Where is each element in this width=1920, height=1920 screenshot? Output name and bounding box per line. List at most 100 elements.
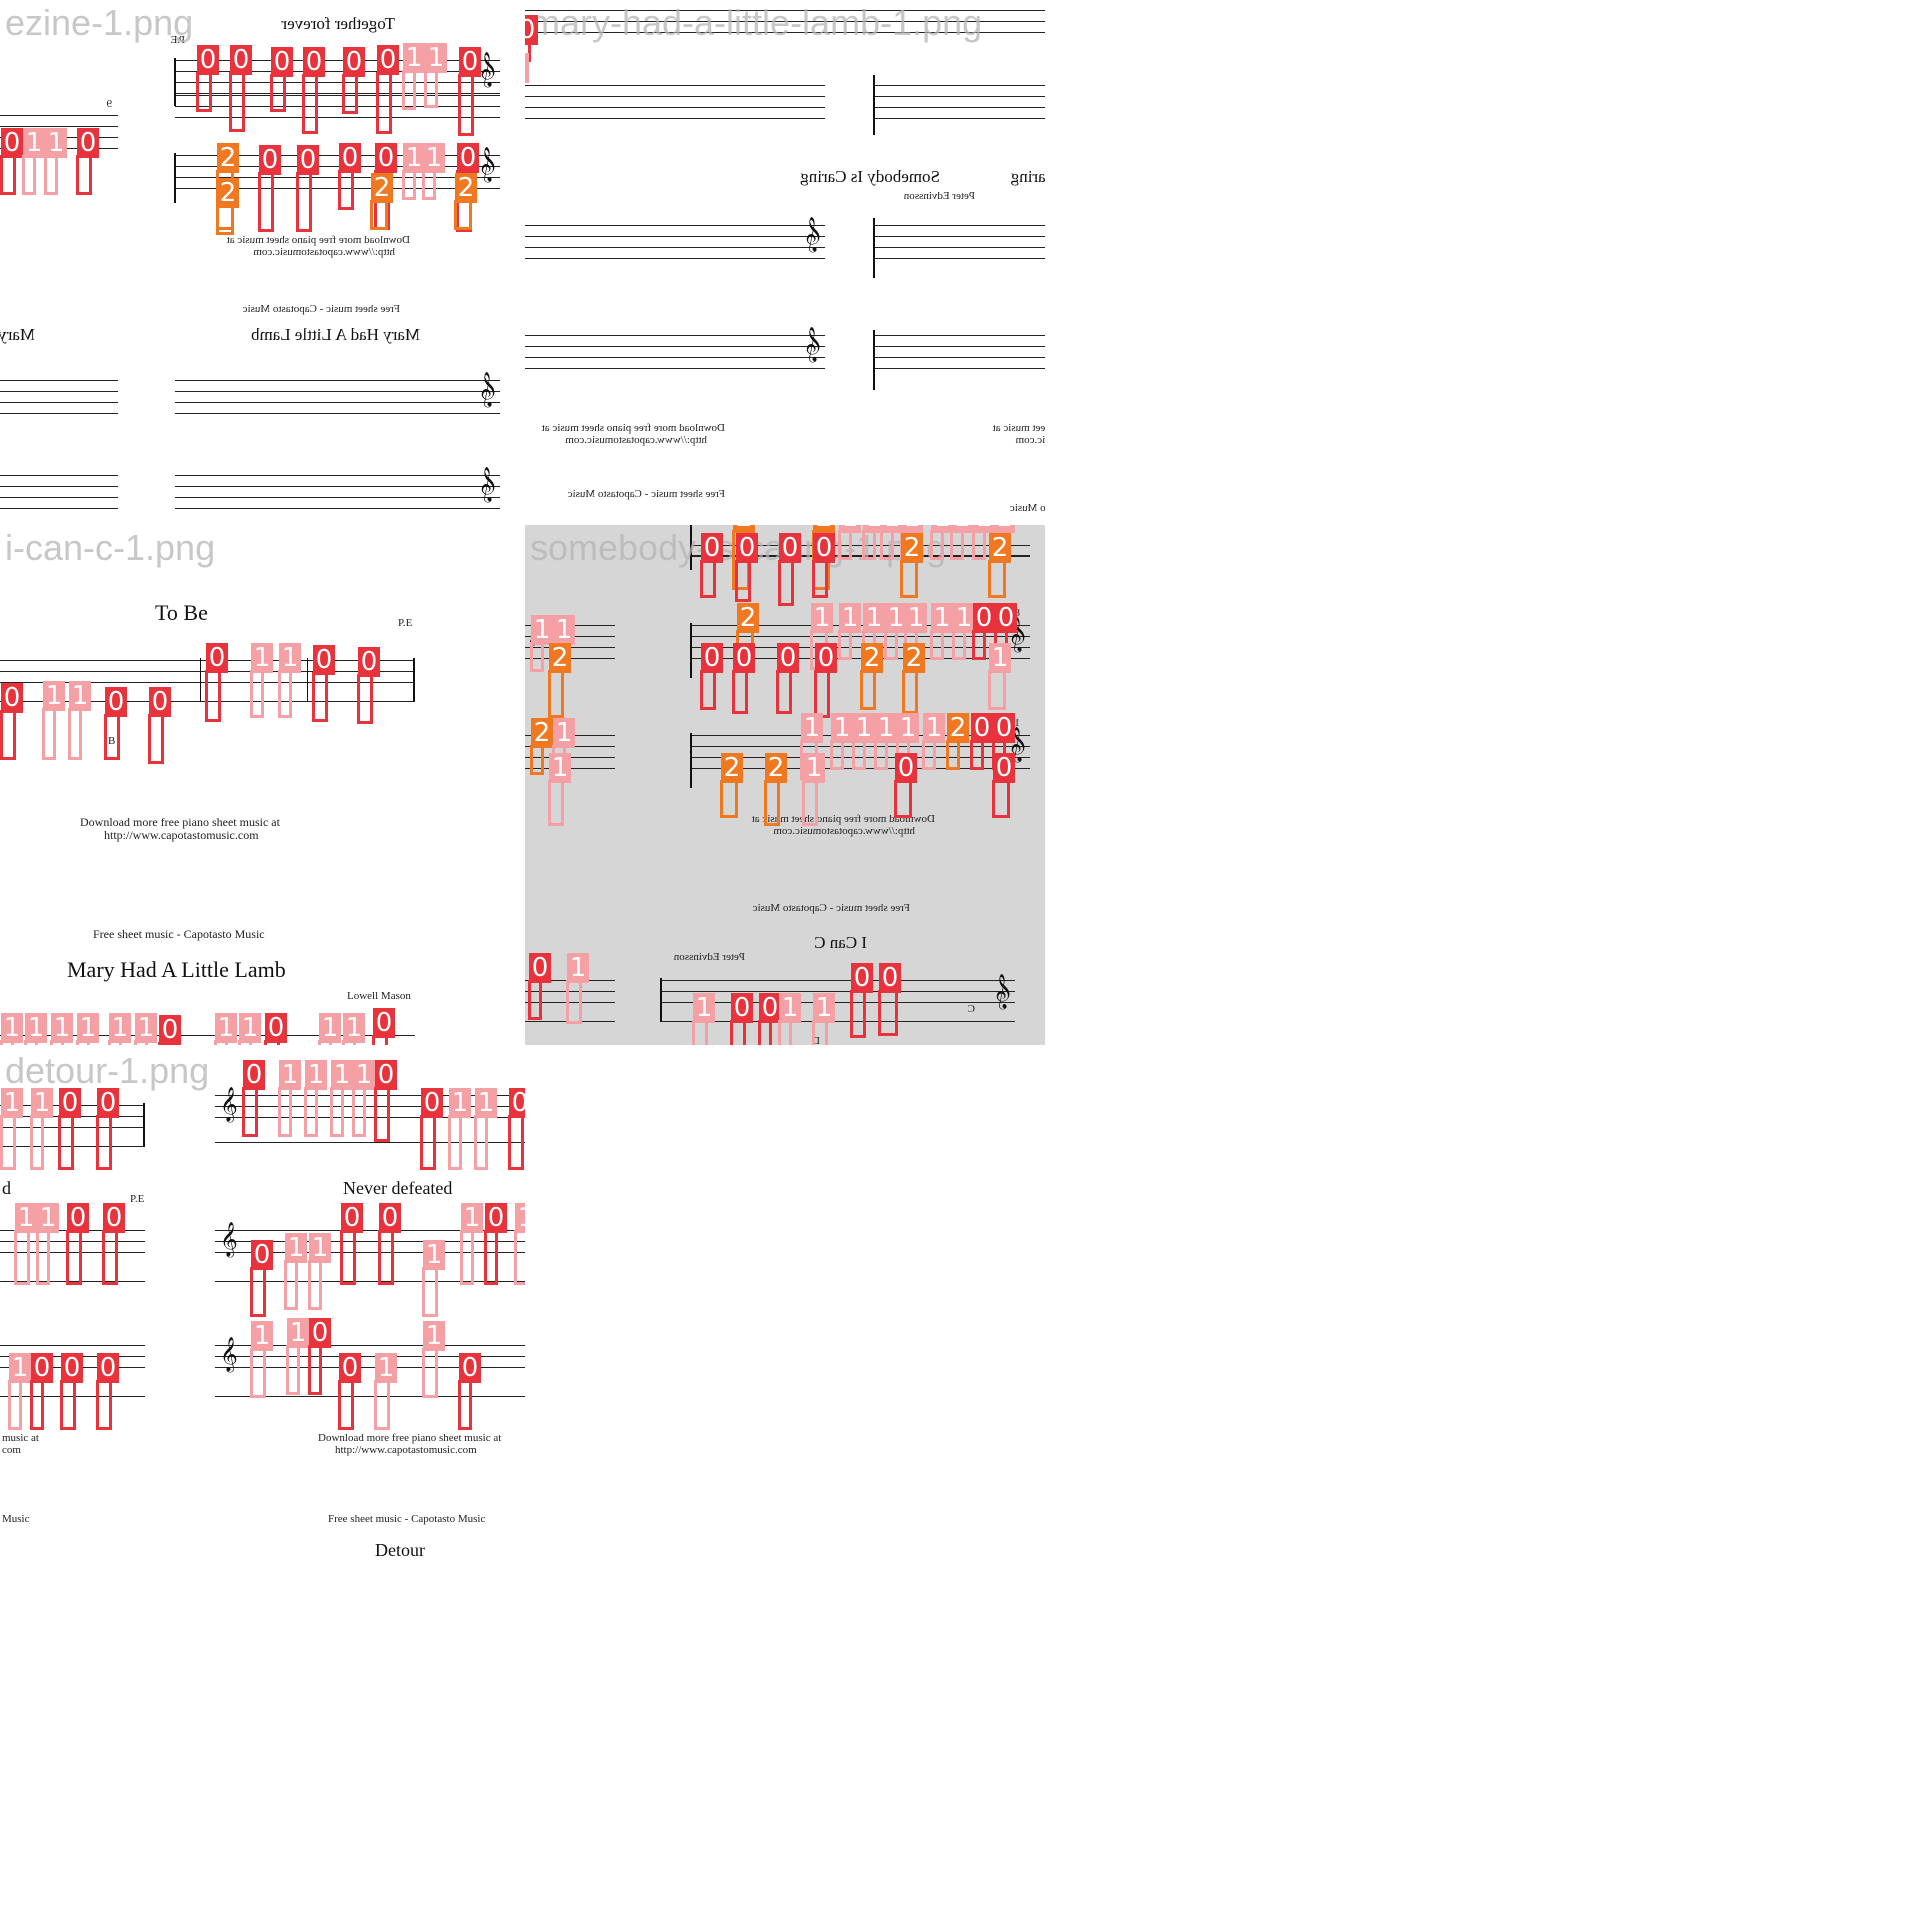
detection-box-label: 0 <box>97 1353 119 1383</box>
detection-box-class-1: 1 <box>422 143 445 200</box>
detection-box-class-0: 0 <box>372 1008 395 1045</box>
detection-box-label: 1 <box>989 643 1011 673</box>
staff <box>175 475 500 509</box>
detection-box-label: 0 <box>31 1353 53 1383</box>
detection-box-class-1: 1 <box>880 525 903 560</box>
detection-box-class-0: 0 <box>700 643 723 710</box>
detection-box-label: 0 <box>159 1015 181 1045</box>
detection-box-class-0: 0 <box>420 1088 443 1170</box>
detection-box-label: 1 <box>779 993 801 1023</box>
detection-box-label: 1 <box>23 128 45 158</box>
detection-box-label: 0 <box>339 143 361 173</box>
detection-box-label: 0 <box>97 1088 119 1118</box>
detection-box-label: 0 <box>303 47 325 77</box>
detection-box-class-1: 1 <box>42 681 65 760</box>
detection-box-label: 1 <box>285 1233 307 1263</box>
detection-box-class-0: 0 <box>776 643 799 714</box>
detection-box-class-0: 0 <box>96 1088 119 1170</box>
detection-box-label: 0 <box>993 753 1015 783</box>
detection-box-label: 2 <box>989 533 1011 563</box>
mirrored-sheet: Together forever P.E 𝄞 𝄞 Download more f… <box>0 0 520 525</box>
detection-box-class-0: 0 <box>338 1353 361 1430</box>
detection-box-class-1: 1 <box>424 43 447 108</box>
detection-box-class-0: 0 <box>970 713 993 770</box>
detection-box-class-0: 0 <box>76 128 99 195</box>
detection-box-label: 0 <box>733 643 755 673</box>
detection-box-label: 1 <box>567 953 589 983</box>
staff <box>525 10 1045 25</box>
barline <box>690 733 692 788</box>
detection-box-label: 0 <box>993 713 1015 743</box>
detection-box-class-1: 1 <box>862 525 885 560</box>
footer-free: Free sheet music - Capotasto Music <box>567 488 725 500</box>
detection-box-class-1: 1 <box>778 993 801 1045</box>
detection-box-label: 1 <box>319 1013 341 1043</box>
detection-box-class-0: 0 <box>730 993 753 1045</box>
footer-free: Free sheet music - Capotasto Music <box>752 902 910 914</box>
detection-box-class-1: 1 <box>830 713 853 770</box>
detection-box-class-0: 0 <box>242 1060 265 1137</box>
detection-box-label: 0 <box>813 533 835 563</box>
detection-box-label: 1 <box>853 713 875 743</box>
detection-box-label: 1 <box>309 1233 331 1263</box>
detection-box-class-1: 1 <box>374 1353 397 1430</box>
detection-box-label: 0 <box>206 643 228 673</box>
piece-title: I Can C <box>814 933 867 952</box>
detection-box-label: 1 <box>905 603 927 633</box>
detection-box-class-0: 0 <box>148 687 171 764</box>
detection-box-class-0: 0 <box>312 645 335 722</box>
detection-box-label: 0 <box>485 1203 507 1233</box>
footer-free: Free sheet music - Capotasto Music <box>242 303 400 315</box>
detection-box-label: 0 <box>895 753 917 783</box>
detection-box-label: 0 <box>971 713 993 743</box>
detection-box-label: 0 <box>230 45 252 75</box>
second-title: Mary Had A Little Lamb <box>250 325 420 344</box>
detection-box-label: 0 <box>421 1088 443 1118</box>
detection-box-class-1: 1 <box>802 753 825 826</box>
detection-box-class-0: 0 <box>342 47 365 114</box>
detection-box-class-0: 0 <box>894 753 917 818</box>
staff <box>0 380 118 414</box>
detection-box-class-0: 0 <box>528 953 551 1020</box>
detection-box-class-2: 2 <box>988 533 1011 598</box>
detection-box-class-0: 0 <box>30 1353 53 1430</box>
detection-box-class-0: 0 <box>357 647 380 724</box>
detection-box-label: 1 <box>803 753 825 783</box>
footer-url: http://www.capotastomusic.com <box>253 246 395 258</box>
detection-box-class-1: 1 <box>68 681 91 760</box>
detection-box-label: 1 <box>813 993 835 1023</box>
detection-box-class-1: 1 <box>238 1013 261 1045</box>
detection-box-class-1: 1 <box>250 643 273 718</box>
detection-box-class-0: 0 <box>196 45 219 112</box>
detection-box-label: 1 <box>553 615 575 645</box>
detection-box-label: 0 <box>779 533 801 563</box>
detection-box-label: 2 <box>455 173 477 203</box>
staff <box>0 1035 415 1045</box>
treble-clef-icon: 𝄞 <box>805 327 823 362</box>
byline: Peter Edvinsson <box>673 951 745 963</box>
detection-box-label: 0 <box>105 687 127 717</box>
detection-box-label: 0 <box>759 993 781 1023</box>
detection-box-class-0: 0 <box>102 1203 125 1285</box>
detection-box-label: 1 <box>553 718 575 748</box>
detection-box-label: 1 <box>811 603 833 633</box>
piece-title: Somebody Is Caring <box>800 167 940 186</box>
detection-box-class-1: 1 <box>24 1013 47 1045</box>
footer-url: http://www.capotastomusic.com <box>773 825 915 837</box>
detection-box-label: 0 <box>271 47 293 77</box>
detection-box-label: 0 <box>995 603 1017 633</box>
detection-box-class-1: 1 <box>838 603 861 660</box>
detection-box-label: 1 <box>973 525 995 533</box>
staff <box>873 225 1045 259</box>
detection-box-class-0: 0 <box>735 533 758 602</box>
detection-box-class-1: 1 <box>692 993 715 1045</box>
detection-box-class-1: 1 <box>402 143 425 200</box>
treble-clef-icon: 𝄞 <box>480 372 498 407</box>
detection-box-class-1: 1 <box>342 1013 365 1045</box>
treble-clef-icon: 𝄞 <box>480 147 498 182</box>
detection-box-class-0: 0 <box>850 963 873 1038</box>
detection-box-label: 1 <box>423 1321 445 1351</box>
detection-box-label: 1 <box>461 1203 483 1233</box>
detection-box-label: 0 <box>297 145 319 175</box>
detection-box-label: 0 <box>343 47 365 77</box>
